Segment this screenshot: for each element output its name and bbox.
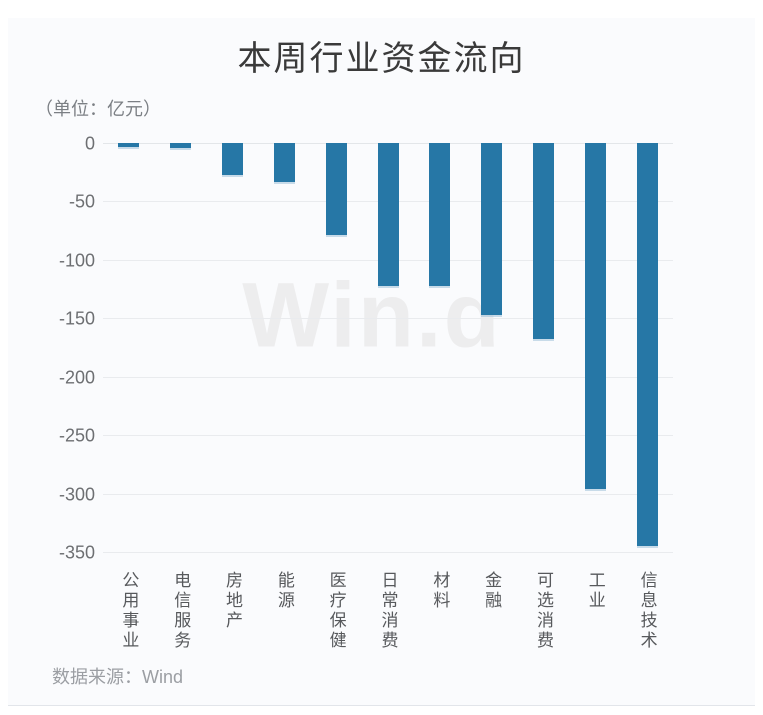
category-label: 材料 — [430, 571, 450, 611]
chart-title: 本周行业资金流向 — [237, 40, 526, 78]
y-axis-tick-label: -300 — [58, 484, 95, 505]
gridline — [103, 318, 673, 320]
gridline — [103, 435, 673, 437]
chart-bar[interactable] — [532, 143, 554, 340]
chart-bar[interactable] — [118, 143, 140, 147]
category-label: 可选消费 — [533, 571, 553, 651]
y-axis-tick-label: -250 — [58, 425, 95, 446]
category-label: 日常消费 — [378, 571, 398, 651]
category-label: 工业 — [585, 571, 605, 611]
chart-bar[interactable] — [481, 143, 503, 315]
gridline — [103, 376, 673, 378]
y-axis-tick-label: -150 — [58, 308, 95, 329]
chart-bar[interactable] — [222, 143, 244, 175]
category-label: 房地产 — [223, 571, 243, 631]
category-label: 金融 — [482, 571, 502, 611]
data-source-label: 数据来源：Wind — [52, 667, 184, 687]
category-label: 信息技术 — [637, 571, 657, 651]
chart-card: 本周行业资金流向 （单位：亿元） Win.d 0 -50 -100 -150 -200 -… — [8, 18, 755, 706]
gridline — [103, 493, 673, 495]
category-label: 医疗保健 — [326, 571, 346, 651]
gridline — [103, 552, 673, 553]
category-label: 电信服务 — [171, 571, 191, 651]
y-axis-tick-label: -100 — [58, 250, 95, 271]
chart-bar[interactable] — [584, 143, 606, 489]
y-axis-tick-label: -200 — [58, 367, 95, 388]
chart-bar[interactable] — [377, 143, 399, 286]
chart-bar[interactable] — [429, 143, 451, 286]
chart-bar[interactable] — [273, 143, 295, 182]
category-label: 能源 — [274, 571, 294, 611]
y-axis-tick-label: -350 — [58, 542, 95, 563]
bar-chart-plot: 0 -50 -100 -150 -200 -250 -300 -350 公用事业 电信服务 房地产 能… — [8, 18, 755, 706]
chart-bar[interactable] — [170, 143, 192, 148]
category-label: 公用事业 — [119, 571, 139, 651]
wind-watermark: Win.d — [242, 264, 502, 367]
chart-bar[interactable] — [636, 143, 658, 547]
y-axis-tick-label: 0 — [84, 133, 95, 154]
y-axis-tick-label: -50 — [68, 191, 95, 212]
unit-label: （单位：亿元） — [35, 99, 161, 119]
chart-bar[interactable] — [325, 143, 347, 236]
